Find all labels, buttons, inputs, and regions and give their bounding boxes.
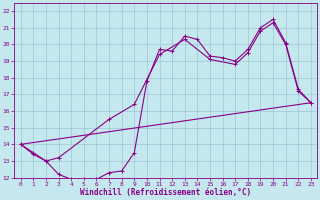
X-axis label: Windchill (Refroidissement éolien,°C): Windchill (Refroidissement éolien,°C) bbox=[80, 188, 252, 197]
